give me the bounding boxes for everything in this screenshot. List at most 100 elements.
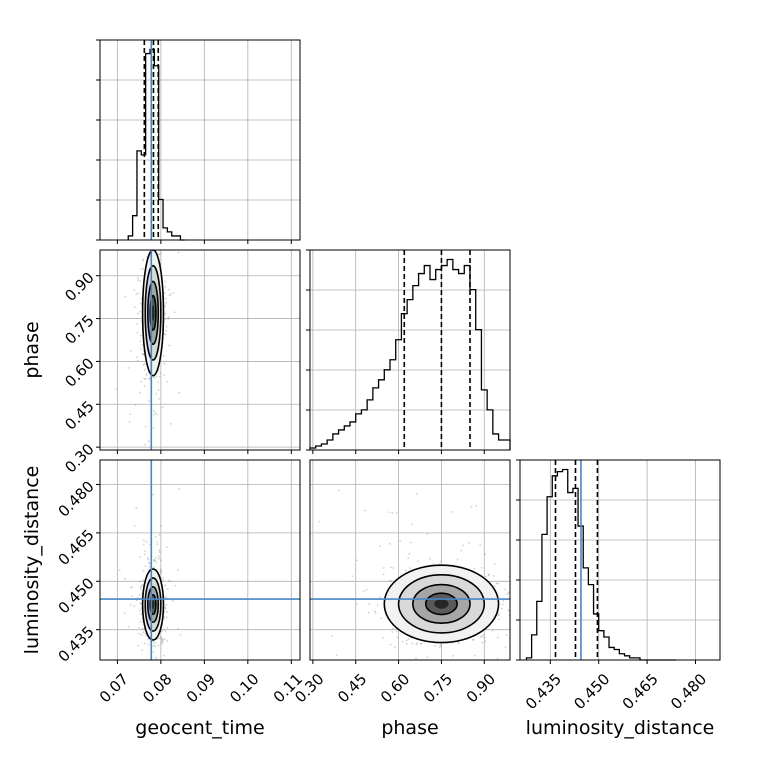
scatter-point (141, 628, 143, 630)
histogram-geocent_time (127, 48, 185, 241)
scatter-point (154, 645, 157, 648)
scatter-point (152, 644, 155, 647)
scatter-point (165, 603, 168, 606)
scatter-point (148, 377, 151, 380)
scatter-point (532, 601, 534, 603)
scatter-point (500, 607, 503, 610)
scatter-point (390, 580, 393, 582)
scatter-point (401, 640, 404, 643)
scatter-point (481, 641, 484, 644)
scatter-point (155, 556, 157, 559)
scatter-point (167, 317, 170, 320)
scatter-point (497, 618, 500, 621)
scatter-point (138, 594, 141, 596)
scatter-point (439, 645, 442, 647)
scatter-point (157, 557, 160, 560)
scatter-point (129, 349, 132, 352)
scatter-point (137, 312, 140, 315)
scatter-point (140, 585, 143, 588)
scatter-point (139, 620, 142, 623)
scatter-point (154, 411, 157, 414)
panel-grid (100, 40, 300, 240)
scatter-point (140, 602, 143, 605)
scatter-point (163, 246, 165, 248)
scatter-point (484, 640, 487, 643)
scatter-point (164, 224, 166, 226)
scatter-point (162, 406, 164, 409)
scatter-point (380, 617, 383, 620)
x-tick-label: 0.09 (183, 670, 219, 706)
scatter-point (387, 511, 390, 514)
scatter-point (139, 662, 141, 664)
scatter-point (140, 268, 143, 271)
scatter-point (146, 557, 149, 560)
scatter-point (163, 628, 165, 631)
scatter-point (163, 638, 166, 641)
scatter-point (148, 565, 151, 568)
scatter-point (141, 649, 144, 652)
scatter-point (159, 570, 162, 573)
scatter-point (149, 247, 151, 249)
scatter-point (151, 710, 153, 712)
scatter-point (136, 356, 138, 358)
contour-line (144, 577, 162, 632)
scatter-point (164, 607, 167, 610)
scatter-point (177, 627, 180, 630)
panel-grid (520, 460, 720, 660)
scatter-point (174, 584, 177, 587)
scatter-point (165, 297, 167, 300)
scatter-point (165, 596, 168, 599)
scatter-point (165, 151, 167, 153)
chart-root: 0.07 0.08 0.09 0.10 0.110.30 0.45 0.60 0.75 0.90… (21, 39, 721, 739)
scatter-point (145, 372, 148, 375)
scatter-point (157, 644, 160, 647)
scatter-point (471, 715, 473, 717)
scatter-point (169, 423, 172, 425)
scatter-point (405, 643, 408, 645)
scatter-point (172, 291, 175, 294)
scatter-point (149, 226, 151, 228)
scatter-point (152, 248, 154, 250)
scatter-point (456, 558, 459, 561)
scatter-point (143, 362, 146, 365)
scatter-point (132, 243, 134, 245)
scatter-point (153, 559, 155, 561)
scatter-point (429, 557, 432, 560)
scatter-point (131, 595, 134, 598)
scatter-point (143, 377, 146, 380)
contour-line (141, 250, 165, 377)
scatter-point (155, 375, 158, 378)
panel-frame (519, 459, 721, 661)
scatter-point (178, 391, 181, 394)
scatter-point (164, 606, 166, 609)
scatter-point (142, 259, 145, 262)
scatter-point (163, 362, 166, 365)
scatter-point (378, 596, 381, 598)
scatter-point (147, 558, 150, 561)
scatter-point (523, 591, 525, 593)
scatter-point (115, 388, 118, 391)
scatter-point (136, 359, 139, 362)
contour-line (412, 583, 471, 625)
x-tick-label: 0.450 (570, 670, 613, 713)
scatter-point (142, 543, 145, 546)
scatter-point (159, 568, 162, 571)
scatter-point (158, 551, 161, 554)
scatter-point (145, 244, 147, 246)
panel-grid (100, 460, 300, 660)
scatter-point (506, 593, 509, 595)
scatter-point (504, 646, 507, 649)
scatter-point (161, 641, 164, 644)
scatter-point (426, 656, 429, 659)
scatter-point (133, 306, 136, 309)
scatter-point (160, 569, 162, 572)
scatter-point (158, 397, 160, 400)
scatter-point (164, 312, 167, 315)
scatter-point (481, 635, 484, 638)
scatter-point (416, 493, 418, 495)
scatter-point (467, 542, 470, 544)
scatter-point (148, 561, 150, 564)
scatter-point (388, 580, 391, 582)
scatter-point (147, 440, 150, 443)
scatter-point (141, 344, 144, 346)
